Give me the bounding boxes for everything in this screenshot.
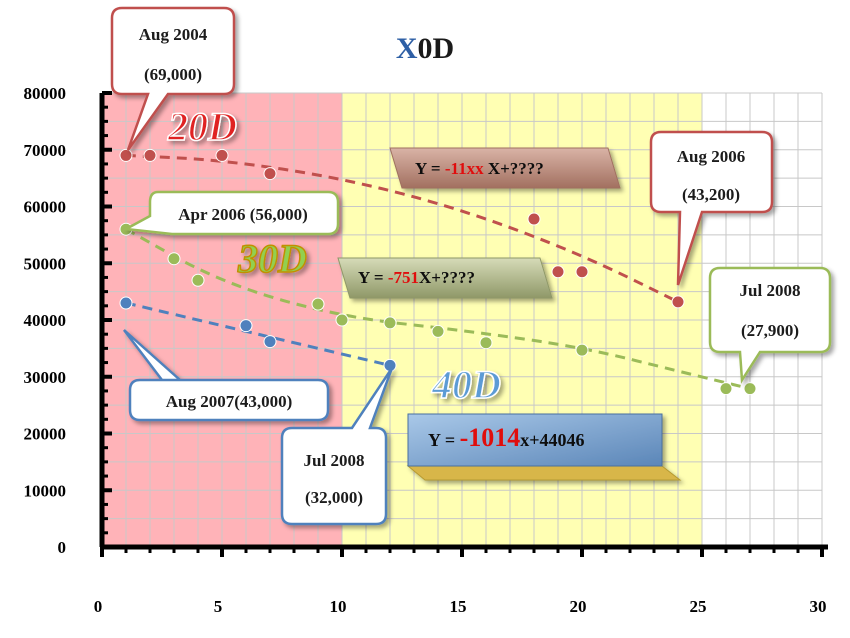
callout-jul2008-40d-line2: (32,000) bbox=[305, 488, 363, 507]
chart-title-part1: X bbox=[396, 32, 418, 65]
data-point-40d bbox=[119, 296, 133, 310]
callout-jul2008-30d-line2: (27,900) bbox=[741, 321, 799, 340]
data-point-20d bbox=[527, 212, 541, 226]
trend-line-30d bbox=[125, 227, 751, 391]
series-tag-30d: 30D bbox=[237, 236, 307, 281]
y-tick-label: 60000 bbox=[24, 198, 67, 217]
equation-30d-suffix: X+???? bbox=[419, 268, 475, 287]
y-tick-label: 30000 bbox=[24, 368, 67, 387]
trend-line-40d bbox=[125, 301, 391, 367]
callout-aug2004-line2: (69,000) bbox=[144, 65, 202, 84]
y-tick-label: 10000 bbox=[24, 481, 67, 500]
x-tick-label: 30 bbox=[810, 597, 827, 616]
y-tick-label: 40000 bbox=[24, 311, 67, 330]
equation-40d: Y = -1014x+44046 bbox=[406, 413, 682, 481]
equation-30d-prefix: Y = bbox=[358, 268, 388, 287]
data-point-30d bbox=[167, 252, 181, 266]
data-point-20d bbox=[119, 148, 133, 162]
y-tick-label: 50000 bbox=[24, 254, 67, 273]
chart-title: X0D bbox=[396, 32, 454, 65]
trend-lines bbox=[125, 153, 751, 391]
trend-line-20d bbox=[125, 153, 679, 304]
svg-text:Y = -11xx X+????: Y = -11xx X+???? bbox=[415, 159, 544, 178]
x-tick-label: 5 bbox=[214, 597, 223, 616]
x-tick-label: 10 bbox=[330, 597, 347, 616]
data-point-20d bbox=[263, 167, 277, 181]
data-point-30d bbox=[575, 343, 589, 357]
data-point-30d bbox=[743, 382, 757, 396]
data-point-40d bbox=[239, 319, 253, 333]
data-point-30d bbox=[719, 382, 733, 396]
callout-aug2007-line1: Aug 2007(43,000) bbox=[166, 392, 293, 411]
svg-text:Y = -1014x+44046: Y = -1014x+44046 bbox=[428, 423, 585, 452]
series-tag-20d: 20D bbox=[167, 104, 237, 149]
equation-30d: Y = -751X+???? bbox=[337, 257, 553, 299]
data-point-30d bbox=[383, 316, 397, 330]
callout-aug2006: Aug 2006 (43,200) bbox=[649, 130, 774, 286]
series-tag-40d: 40D bbox=[431, 362, 501, 407]
data-point-30d bbox=[335, 313, 349, 327]
data-point-40d bbox=[263, 335, 277, 349]
data-point-20d bbox=[671, 295, 685, 309]
callout-apr2006: Apr 2006 (56,000) bbox=[121, 190, 340, 236]
x-tick-label: 25 bbox=[690, 597, 707, 616]
equation-20d: Y = -11xx X+???? bbox=[389, 147, 621, 189]
y-tick-label: 0 bbox=[58, 538, 67, 557]
callout-jul2008-30d: Jul 2008 (27,900) bbox=[708, 266, 832, 384]
data-point-20d bbox=[575, 265, 589, 279]
data-point-20d bbox=[551, 265, 565, 279]
data-point-30d bbox=[479, 336, 493, 350]
callout-aug2006-line2: (43,200) bbox=[682, 185, 740, 204]
x-tick-label: 20 bbox=[570, 597, 587, 616]
equation-20d-suffix: X+???? bbox=[484, 159, 544, 178]
callout-apr2006-line1: Apr 2006 (56,000) bbox=[178, 205, 308, 224]
data-point-30d bbox=[431, 324, 445, 338]
y-tick-label: 20000 bbox=[24, 425, 67, 444]
axes bbox=[99, 91, 828, 557]
chart-title-part2: 0D bbox=[418, 32, 455, 65]
callout-jul2008-30d-line1: Jul 2008 bbox=[740, 281, 801, 300]
callout-aug2007: Aug 2007(43,000) bbox=[123, 329, 330, 422]
callout-aug2004: Aug 2004 (69,000) bbox=[110, 6, 236, 151]
equation-40d-suffix: x+44046 bbox=[520, 430, 584, 450]
equation-20d-prefix: Y = bbox=[415, 159, 445, 178]
x-tick-label: 15 bbox=[450, 597, 467, 616]
svg-text:Y = -751X+????: Y = -751X+???? bbox=[358, 268, 475, 287]
data-point-30d bbox=[191, 273, 205, 287]
equation-30d-coef: -751 bbox=[388, 268, 419, 287]
callout-aug2004-line1: Aug 2004 bbox=[139, 25, 208, 44]
y-tick-labels: 0 10000 20000 30000 40000 50000 60000 70000 8000… bbox=[24, 84, 67, 557]
data-point-30d bbox=[311, 297, 325, 311]
callout-jul2008-40d-line1: Jul 2008 bbox=[304, 451, 365, 470]
callout-jul2008-40d: Jul 2008 (32,000) bbox=[280, 367, 394, 526]
data-point-20d bbox=[215, 148, 229, 162]
data-point-20d bbox=[143, 148, 157, 162]
x-tick-label: 0 bbox=[94, 597, 103, 616]
x-tick-labels: 0 5 10 15 20 25 30 bbox=[94, 597, 827, 616]
equation-20d-coef: -11xx bbox=[445, 159, 484, 178]
callout-aug2006-line1: Aug 2006 bbox=[677, 147, 745, 166]
y-tick-label: 70000 bbox=[24, 141, 67, 160]
y-tick-label: 80000 bbox=[24, 84, 67, 103]
equation-40d-coef: -1014 bbox=[460, 423, 521, 452]
equation-40d-prefix: Y = bbox=[428, 430, 460, 450]
